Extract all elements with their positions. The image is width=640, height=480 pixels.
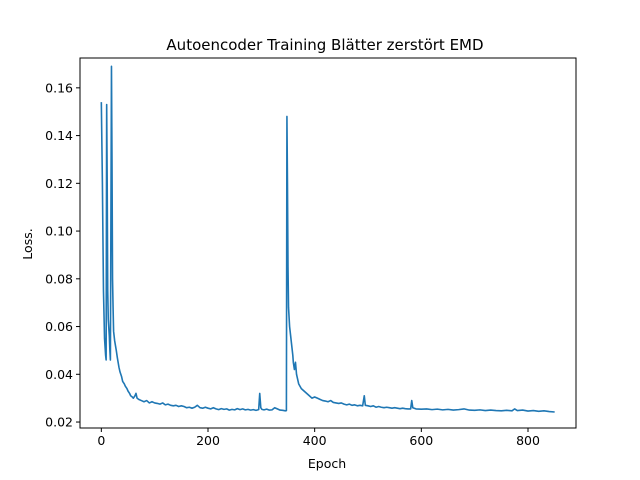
y-tick-label: 0.14 [45, 128, 73, 143]
x-tick-label: 400 [303, 433, 327, 448]
y-tick-label: 0.10 [45, 224, 73, 239]
x-tick-label: 200 [196, 433, 220, 448]
axes-frame [79, 57, 577, 429]
y-axis-ticks: 0.02 0.04 0.06 0.08 0.10 0.12 0.14 0.16 [45, 80, 80, 430]
x-axis-label: Epoch [308, 456, 346, 471]
y-tick-label: 0.16 [45, 80, 73, 95]
plot-area [79, 57, 577, 429]
y-tick-label: 0.08 [45, 271, 73, 286]
chart-title: Autoencoder Training Blätter zerstört EM… [166, 36, 483, 54]
loss-series-line [100, 65, 555, 413]
series-layer [100, 65, 555, 413]
x-axis-ticks: 0 200 400 600 800 [97, 428, 540, 448]
x-tick-label: 0 [97, 433, 105, 448]
y-tick-label: 0.04 [45, 367, 73, 382]
y-tick-label: 0.02 [45, 415, 73, 430]
y-axis-label: Loss. [20, 228, 35, 259]
y-tick-label: 0.12 [45, 176, 73, 191]
y-tick-label: 0.06 [45, 319, 73, 334]
x-tick-label: 600 [409, 433, 433, 448]
x-tick-label: 800 [516, 433, 540, 448]
